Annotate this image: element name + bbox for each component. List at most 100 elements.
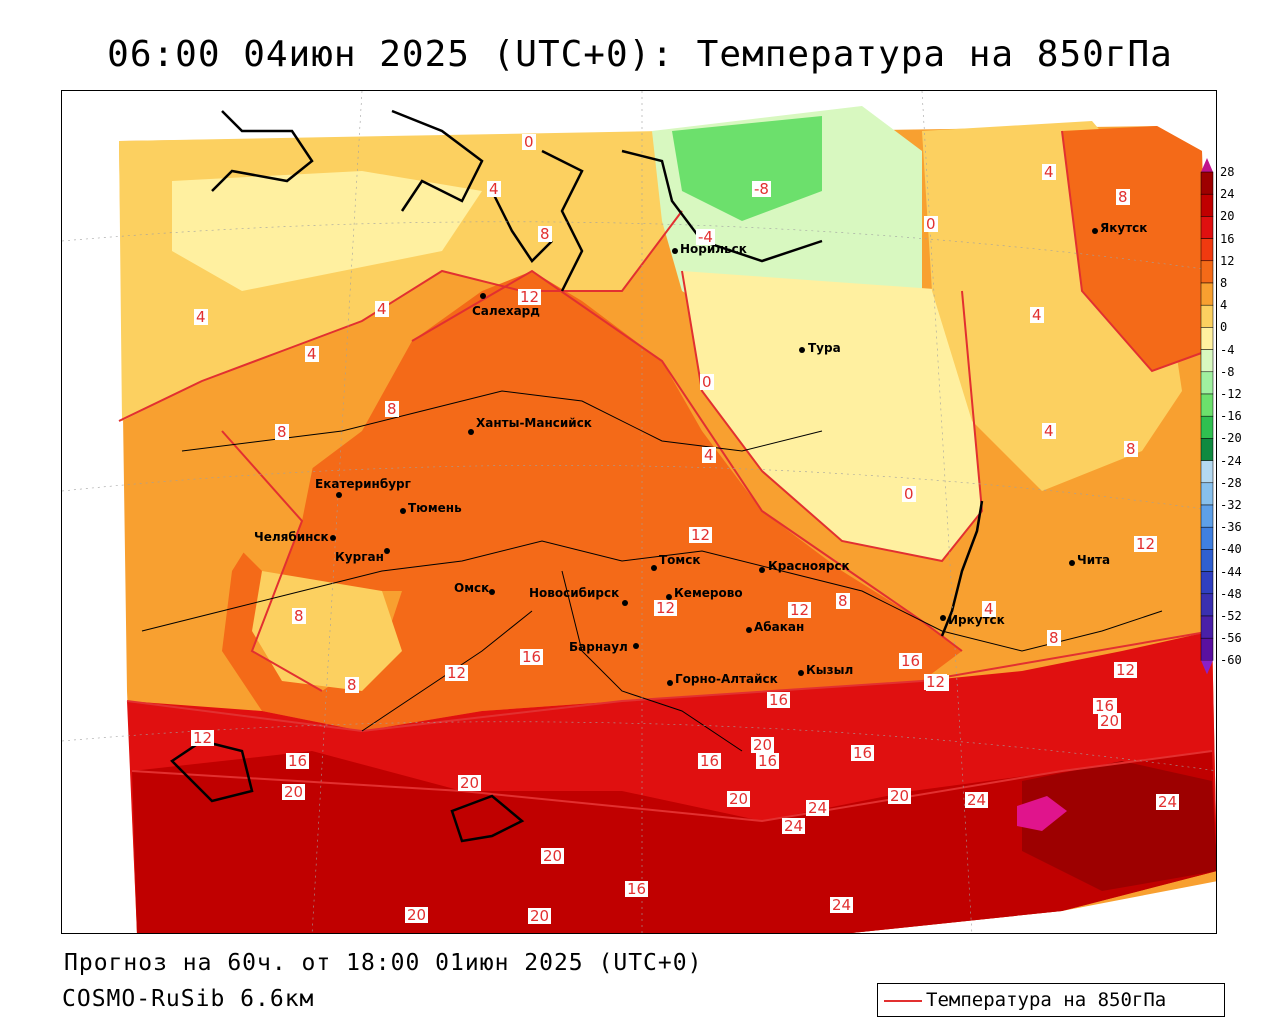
city-irkutsk: Иркутск [948, 613, 1005, 627]
scale-label: 0 [1220, 320, 1228, 335]
scale-label: -40 [1220, 542, 1242, 557]
isoline-label: 20 [528, 907, 552, 925]
city-dot-kemerovo [666, 594, 672, 600]
scale-label: 12 [1220, 253, 1235, 268]
isoline-label: 8 [385, 400, 399, 418]
scale-swatch [1200, 438, 1214, 461]
city-norilsk: Норильск [680, 242, 747, 256]
isoline-label: 8 [275, 423, 289, 441]
city-dot-krasnoyarsk [759, 567, 765, 573]
scale-swatch [1200, 193, 1214, 217]
scale-swatch [1200, 349, 1214, 373]
scale-label: -60 [1220, 653, 1242, 668]
isoline-label: 8 [1124, 440, 1138, 458]
city-dot-barnaul [633, 643, 639, 649]
city-barnaul: Барнаул [569, 640, 628, 654]
city-dot-chelyabinsk [330, 535, 336, 541]
isoline-label: 4 [1042, 422, 1056, 440]
city-dot-chita [1069, 560, 1075, 566]
city-kemerovo: Кемерово [674, 586, 743, 600]
scale-swatch [1200, 615, 1214, 639]
isoline-label: -8 [752, 180, 771, 198]
scale-swatch [1200, 371, 1214, 395]
scale-swatch [1200, 260, 1214, 284]
city-dot-omsk [489, 589, 495, 595]
isoline-label: 4 [305, 345, 319, 363]
isoline-label: 16 [1093, 697, 1117, 715]
scale-swatch [1200, 238, 1214, 262]
scale-label: -8 [1220, 364, 1235, 379]
isoline-label: 16 [286, 752, 310, 770]
scale-swatch [1200, 504, 1214, 528]
isoline-label: 4 [375, 300, 389, 318]
isoline-label: 16 [851, 744, 875, 762]
isoline-label: 0 [902, 485, 916, 503]
isoline-label: 24 [782, 817, 806, 835]
city-dot-norilsk [672, 248, 678, 254]
isoline-label: 20 [405, 906, 429, 924]
isoline-label: 0 [924, 215, 938, 233]
scale-label: -36 [1220, 520, 1242, 535]
city-dot-kurgan [384, 548, 390, 554]
isotherm-lines [118, 130, 1213, 823]
isoline-label: 0 [522, 133, 536, 151]
city-yakutsk: Якутск [1100, 221, 1148, 235]
isoline-label: 16 [767, 691, 791, 709]
isoline-label: 20 [458, 774, 482, 792]
city-dot-tyumen [400, 508, 406, 514]
city-dot-novosibirsk [622, 600, 628, 606]
city-dot-tomsk [651, 565, 657, 571]
isoline-label: 4 [1042, 163, 1056, 181]
isoline-label: 20 [751, 736, 775, 754]
isoline-label: 16 [756, 752, 780, 770]
legend-label: Температура на 850гПа [926, 989, 1167, 1011]
city-kyzyl: Кызыл [806, 663, 854, 677]
city-tura: Тура [808, 341, 841, 355]
coastlines [170, 109, 984, 843]
zone-north-cool [172, 171, 482, 291]
zone-hotspot [1017, 796, 1067, 831]
map-panel: Якутск Норильск Тура Салехард Ханты-Манс… [61, 90, 1217, 934]
scale-swatch [1200, 171, 1214, 195]
scale-label: 16 [1220, 231, 1235, 246]
scale-label: -56 [1220, 631, 1242, 646]
isoline-label: 12 [518, 288, 542, 306]
city-ekaterinburg: Екатеринбург [315, 477, 411, 491]
city-chita: Чита [1077, 553, 1111, 567]
legend-line-swatch [884, 1000, 922, 1002]
scale-label: -48 [1220, 586, 1242, 601]
city-dot-kyzyl [798, 670, 804, 676]
graticule [62, 91, 1216, 933]
scale-label: -4 [1220, 342, 1235, 357]
scale-swatch [1200, 637, 1214, 661]
isoline-label: 12 [788, 601, 812, 619]
scale-arrow-top [1201, 158, 1213, 172]
scale-label: -44 [1220, 564, 1242, 579]
isoline-label: 8 [538, 225, 552, 243]
city-dot-khanty-mansiysk [468, 429, 474, 435]
scale-swatch [1200, 327, 1214, 350]
city-novosibirsk: Новосибирск [529, 586, 620, 600]
city-salekhard: Салехард [472, 304, 540, 318]
isoline-label: 4 [487, 180, 501, 198]
isoline-label: 12 [654, 599, 678, 617]
isoline-label: 20 [727, 790, 751, 808]
city-dot-tura [799, 347, 805, 353]
isoline-label: 4 [194, 308, 208, 326]
city-khanty-mansiysk: Ханты-Мансийск [476, 416, 592, 430]
isoline-label: 4 [982, 600, 996, 618]
isoline-label: 16 [520, 648, 544, 666]
city-gorno-altaysk: Горно-Алтайск [675, 672, 778, 686]
isoline-label: 20 [541, 847, 565, 865]
city-kurgan: Курган [335, 550, 384, 564]
city-tyumen: Тюмень [408, 501, 462, 515]
isoline-label: 4 [1030, 306, 1044, 324]
isoline-label: 12 [1134, 535, 1158, 553]
city-chelyabinsk: Челябинск [254, 530, 329, 544]
city-dot-abakan [746, 627, 752, 633]
isoline-label: 8 [292, 607, 306, 625]
scale-label: -28 [1220, 475, 1242, 490]
color-scale-bar [1200, 158, 1214, 675]
isoline-label: 24 [830, 896, 854, 914]
city-dot-gorno-altaysk [667, 680, 673, 686]
